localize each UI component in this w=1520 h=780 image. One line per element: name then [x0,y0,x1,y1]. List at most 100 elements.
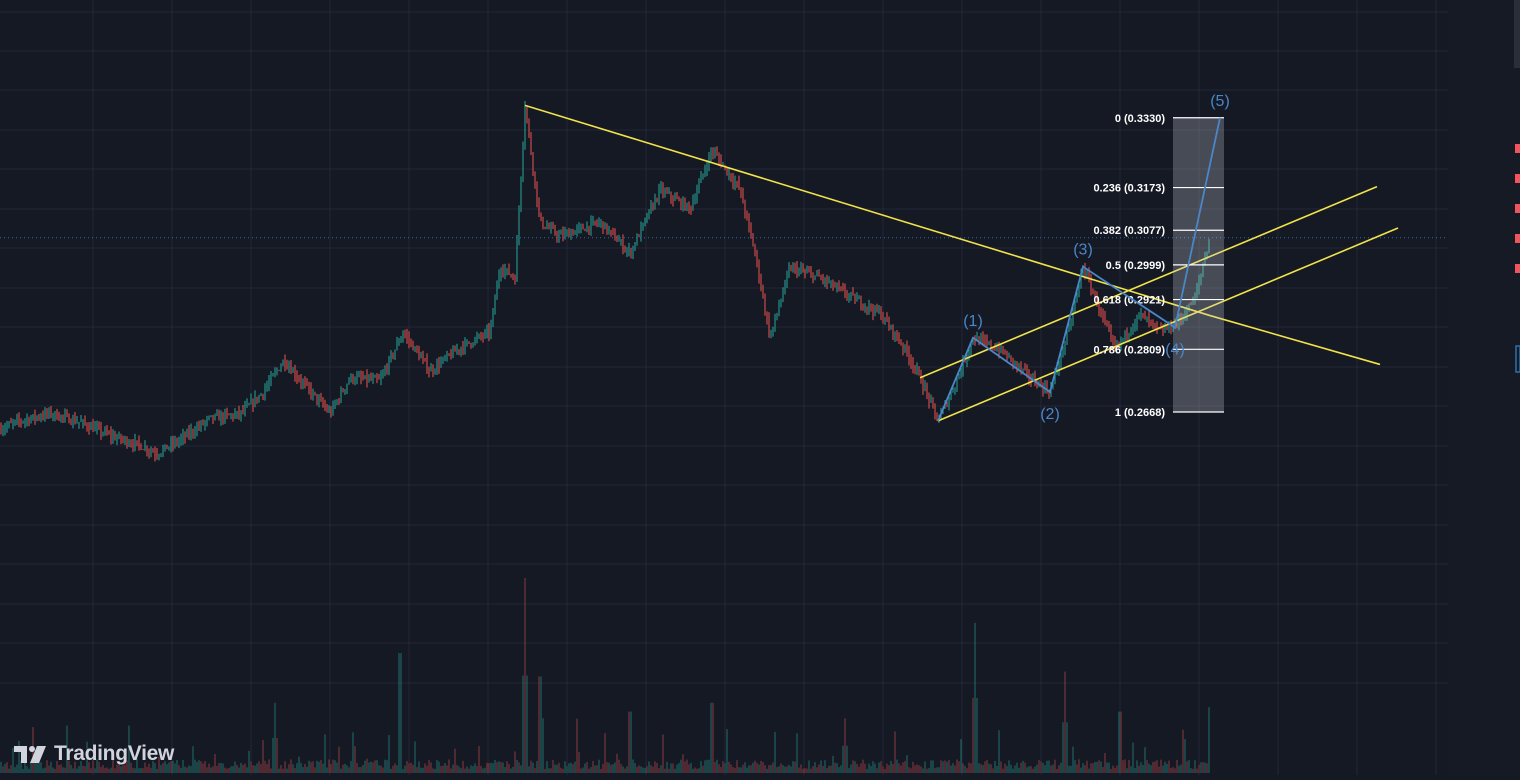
volume-bar [206,767,208,773]
volume-bar [364,760,366,773]
volume-bar [46,760,48,773]
volume-bar [262,739,264,773]
wave-label: (4) [1165,342,1185,359]
volume-bar [540,676,542,773]
volume-bar [198,760,200,773]
volume-bar [286,768,288,773]
volume-bar [424,763,426,773]
volume-bar [986,759,988,773]
volume-bar [54,768,56,773]
volume-bar [1160,759,1162,773]
volume-bar [488,763,490,773]
volume-bar [62,767,64,773]
volume-bar [532,762,534,773]
volume-bar [442,765,444,773]
volume-bar [154,762,156,773]
volume-bar [72,768,74,773]
volume-bar [556,764,558,773]
volume-bar [98,761,100,773]
volume-bar [1060,762,1062,773]
volume-bar [858,766,860,773]
volume-bar [1118,711,1120,773]
volume-bar [824,760,826,773]
trendlines[interactable] [524,104,1399,422]
volume-bar [102,765,104,773]
volume-bar [390,768,392,773]
fib-level-label: 1 (0.2668) [1115,407,1165,419]
volume-bar [1080,767,1082,773]
volume-bar [954,765,956,773]
volume-bar [760,760,762,773]
volume-bar [324,734,326,773]
volume-bar [1164,761,1166,773]
volume-bar [1162,765,1164,773]
volume-bar [78,766,80,773]
volume-bar [16,764,18,773]
price-scale-gutter[interactable] [1448,0,1520,775]
scrollbar-thumb[interactable] [1514,0,1520,68]
volume-bar [642,767,644,773]
volume-bar [600,769,602,773]
volume-bar [282,768,284,773]
volume-bar [650,765,652,773]
volume-bar [692,768,694,773]
elliott-wave[interactable]: (1) (2) (3) (4) (5) [937,93,1230,423]
volume-bar [510,768,512,773]
volume-bar [8,768,10,773]
volume-bar [734,767,736,773]
volume-bar [322,763,324,773]
volume-bar [44,767,46,773]
volume-bar [598,759,600,773]
wave-label: (2) [1040,406,1060,423]
volume-bar [1182,729,1184,773]
volume-bar [1046,760,1048,773]
volume-bar [772,762,774,773]
volume-bar [214,753,216,773]
tradingview-watermark[interactable]: TradingView [14,740,174,768]
volume-bar [1200,762,1202,773]
volume-bar [550,768,552,773]
volume-bar [602,763,604,773]
volume-bar [24,762,26,773]
fib-level-label: 0.5 (0.2999) [1106,260,1166,272]
fibonacci-retracement[interactable]: 0 (0.3330) 0.236 (0.3173) 0.382 (0.3077) 0.… [1093,113,1224,419]
volume-bar [316,760,318,773]
volume-bar [498,761,500,773]
volume-bar [246,767,248,773]
volume-bar [30,761,32,773]
volume-bar [224,767,226,773]
volume-bar [376,760,378,773]
volume-bar [120,766,122,773]
volume-bar [1070,765,1072,773]
volume-bar [904,761,906,773]
volume-bar [574,761,576,773]
volume-bar [902,762,904,773]
volume-bar [402,769,404,773]
volume-bar [1126,768,1128,773]
volume-bar [382,767,384,773]
volume-bar [1010,764,1012,773]
volume-bar [472,766,474,773]
volume-bar [158,757,160,773]
volume-bar [1158,766,1160,773]
volume-bar [714,762,716,773]
volume-bar [1014,765,1016,773]
volume-bar [218,763,220,773]
volume-bar [1094,761,1096,773]
volume-bar [358,767,360,773]
volume-bar [124,764,126,773]
volume-bar [1086,760,1088,773]
volume-bar [274,702,276,773]
volume-bar [484,767,486,773]
volume-bar [388,735,390,773]
volume-bar [792,761,794,773]
volume-bar [2,766,4,773]
volume-bar [524,578,526,773]
volume-bar [754,760,756,773]
volume-bar [56,760,58,773]
volume-bar [736,760,738,773]
volume-bar [1186,761,1188,773]
volume-bar [1108,762,1110,773]
volume-bar [936,767,938,773]
